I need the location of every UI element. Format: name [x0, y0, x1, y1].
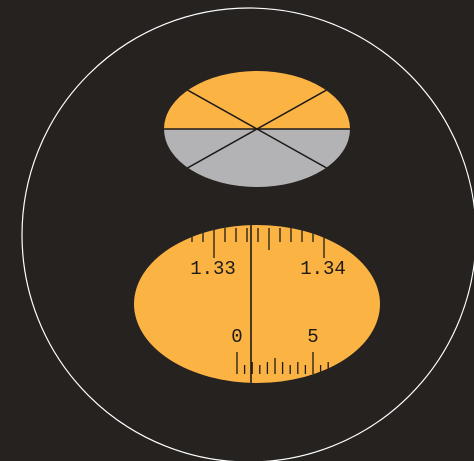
vernier-label-five: 5 [307, 326, 318, 348]
prism-window [164, 71, 350, 187]
field-of-view-ring [21, 7, 474, 461]
vernier-label-zero: 0 [231, 326, 242, 348]
reading-scale-window: 1.33 1.34 0 5 [134, 225, 380, 383]
scale-label-right: 1.34 [300, 258, 346, 280]
crosshair-line-b [164, 72, 350, 186]
scale-background [134, 225, 380, 383]
bright-field [164, 71, 350, 129]
dark-field [164, 129, 350, 187]
scale-label-left: 1.33 [190, 258, 236, 280]
